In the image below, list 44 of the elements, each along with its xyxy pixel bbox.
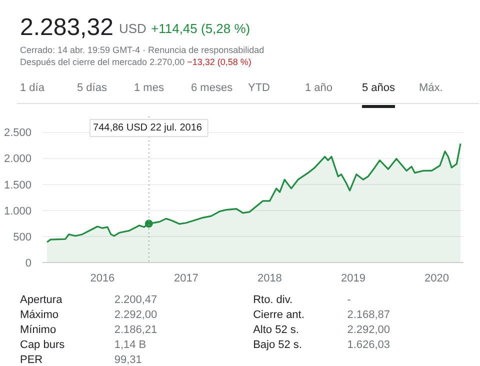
- text: Después del cierre del mercado 2.270,00: [20, 57, 185, 67]
- y-tick-label: 0: [25, 258, 32, 270]
- text: 1 día: [20, 81, 44, 96]
- text: Mínimo: [19, 323, 58, 338]
- y-tick-label: 1.500: [4, 179, 32, 192]
- y-tick-label: 2.500: [4, 127, 32, 140]
- y-tick-label: 500: [13, 231, 32, 244]
- text: 2.200,47: [113, 293, 158, 308]
- text: 5 días: [77, 81, 107, 96]
- text: Máx.: [419, 81, 443, 96]
- text: 2.168,87: [346, 308, 392, 323]
- x-tick-label: 2020: [424, 272, 449, 284]
- text: 2.292,00: [346, 323, 392, 338]
- text: Cap burs: [19, 338, 66, 353]
- text: 2.186,21: [113, 323, 158, 338]
- x-tick-label: 2016: [90, 272, 115, 284]
- text: USD: [119, 20, 146, 38]
- text: Apertura: [19, 293, 64, 308]
- text: 1.626,03: [346, 338, 392, 353]
- text: 2.283,32: [20, 13, 114, 43]
- text: Máximo: [19, 308, 60, 323]
- text: 6 meses: [191, 81, 233, 96]
- text: 1 mes: [134, 81, 164, 96]
- text: 1,14 B: [113, 338, 148, 353]
- text: 2.292,00: [113, 308, 158, 323]
- text: Rto. div.: [252, 293, 294, 308]
- text: YTD: [248, 81, 270, 96]
- text: 5 años: [362, 81, 396, 108]
- x-tick-label: 2018: [257, 272, 282, 284]
- text: −13,32 (0,58 %): [187, 57, 252, 67]
- x-tick-label: 2017: [174, 272, 198, 284]
- y-tick-label: 2.000: [4, 153, 32, 166]
- text: 1 año: [305, 81, 333, 96]
- text: PER: [19, 353, 44, 366]
- y-tick-label: 1.000: [4, 205, 32, 218]
- text: 99,31: [113, 353, 143, 366]
- text: Alto 52 s.: [252, 323, 300, 338]
- text: Cierre ant.: [252, 308, 306, 323]
- text: +114,45 (5,28 %): [151, 20, 250, 38]
- text: -: [346, 293, 352, 308]
- text: Bajo 52 s.: [252, 338, 303, 353]
- x-tick-label: 2019: [340, 272, 366, 284]
- annotation: 744,86 USD 22 jul. 2016: [93, 122, 202, 134]
- text: Cerrado: 14 abr. 19:59 GMT-4 · Renuncia de responsabilidad: [20, 44, 264, 57]
